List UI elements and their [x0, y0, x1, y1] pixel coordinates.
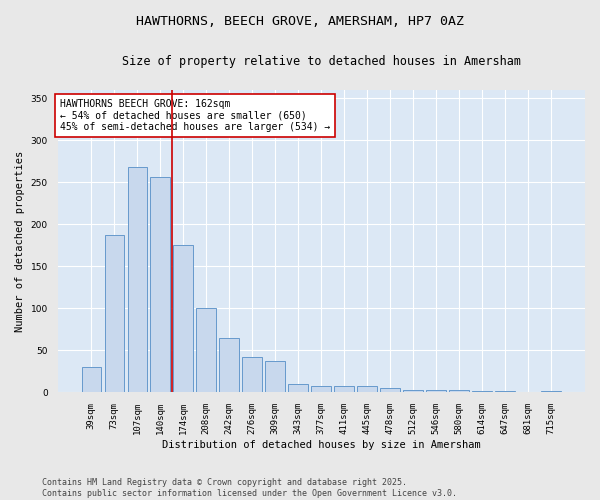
Text: HAWTHORNS, BEECH GROVE, AMERSHAM, HP7 0AZ: HAWTHORNS, BEECH GROVE, AMERSHAM, HP7 0A… — [136, 15, 464, 28]
Bar — [403, 390, 423, 392]
X-axis label: Distribution of detached houses by size in Amersham: Distribution of detached houses by size … — [162, 440, 481, 450]
Bar — [220, 338, 239, 392]
Bar — [427, 390, 446, 392]
Bar — [472, 391, 492, 392]
Title: Size of property relative to detached houses in Amersham: Size of property relative to detached ho… — [122, 55, 521, 68]
Bar — [196, 308, 216, 392]
Text: HAWTHORNS BEECH GROVE: 162sqm
← 54% of detached houses are smaller (650)
45% of : HAWTHORNS BEECH GROVE: 162sqm ← 54% of d… — [60, 99, 331, 132]
Bar — [104, 234, 124, 392]
Bar — [358, 386, 377, 392]
Bar — [541, 391, 561, 392]
Bar — [449, 390, 469, 392]
Bar — [265, 360, 285, 392]
Bar — [380, 388, 400, 392]
Bar — [311, 386, 331, 392]
Bar — [173, 246, 193, 392]
Bar — [151, 178, 170, 392]
Bar — [289, 384, 308, 392]
Bar — [334, 386, 354, 392]
Y-axis label: Number of detached properties: Number of detached properties — [15, 150, 25, 332]
Bar — [82, 368, 101, 392]
Bar — [242, 357, 262, 392]
Bar — [128, 168, 147, 392]
Bar — [496, 391, 515, 392]
Text: Contains HM Land Registry data © Crown copyright and database right 2025.
Contai: Contains HM Land Registry data © Crown c… — [42, 478, 457, 498]
